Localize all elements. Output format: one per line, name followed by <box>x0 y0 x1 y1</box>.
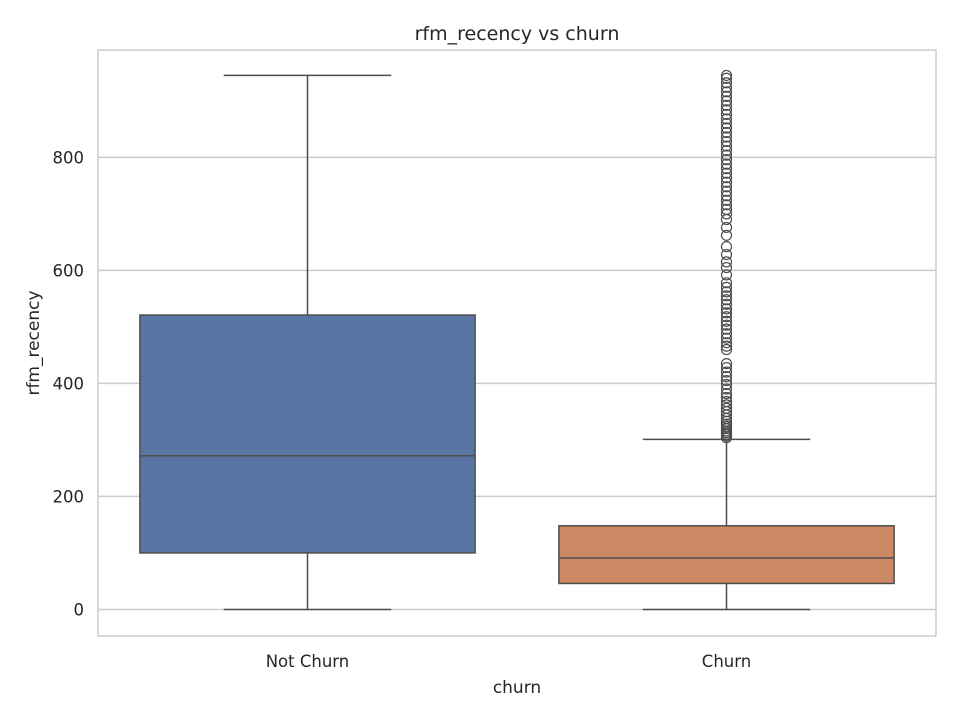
outlier-point <box>720 122 733 134</box>
outlier-point <box>720 140 733 152</box>
x-tick-label: Churn <box>702 652 751 671</box>
outlier-point <box>720 358 733 370</box>
boxes <box>139 69 895 611</box>
outlier-point <box>720 311 733 323</box>
outlier-point <box>720 154 733 166</box>
outlier-point <box>720 131 733 143</box>
outlier-point <box>720 248 733 261</box>
outlier-point <box>720 340 733 352</box>
outlier-point <box>720 395 733 408</box>
y-tick-label: 400 <box>53 374 85 393</box>
outlier-point <box>720 261 733 274</box>
outlier-point <box>720 126 733 139</box>
outlier-point <box>720 328 733 340</box>
y-axis-label: rfm_recency <box>24 290 44 395</box>
outlier-point <box>720 337 733 349</box>
outlier-point <box>720 229 733 241</box>
outlier-point <box>720 181 733 193</box>
outlier-point <box>720 307 733 319</box>
outlier-point <box>720 185 733 197</box>
outlier-point <box>720 361 733 374</box>
outlier-point <box>720 203 733 215</box>
outlier-point <box>720 391 733 404</box>
outlier-point <box>720 269 733 281</box>
outlier-point <box>720 286 733 298</box>
outlier-point <box>720 199 733 211</box>
outlier-point <box>720 371 733 383</box>
outlier-point <box>720 135 733 148</box>
outlier-point <box>720 383 733 395</box>
tick-labels: 0 200 400 600 800 Not Churn Churn <box>53 148 752 671</box>
outlier-point <box>720 378 733 391</box>
box-group <box>558 69 895 611</box>
outlier-point <box>720 298 733 310</box>
outlier-point <box>720 99 733 111</box>
outlier-point <box>720 208 733 220</box>
outlier-point <box>720 117 733 130</box>
outlier-point <box>720 319 733 331</box>
outlier-point <box>720 256 733 268</box>
y-tick-label: 800 <box>53 148 85 167</box>
outlier-point <box>720 402 733 414</box>
outlier-point <box>720 221 733 234</box>
outlier-point <box>720 69 733 82</box>
outlier-point <box>720 315 733 327</box>
outlier-point <box>720 167 733 179</box>
outlier-point <box>720 241 733 253</box>
outlier-point <box>720 90 733 102</box>
box-group <box>139 74 476 611</box>
plot-frame <box>97 49 937 637</box>
y-tick-label: 0 <box>74 600 85 619</box>
outlier-point <box>720 72 733 84</box>
outlier-point <box>720 366 733 378</box>
x-tick-label: Not Churn <box>266 652 350 671</box>
outlier-point <box>720 104 733 116</box>
outlier-point <box>720 176 733 188</box>
iqr-box <box>558 525 895 585</box>
outlier-point <box>720 190 733 202</box>
outlier-point <box>720 158 733 170</box>
outlier-point <box>720 113 733 125</box>
iqr-box <box>139 314 476 554</box>
outlier-point <box>720 277 733 289</box>
outlier-point <box>720 323 733 335</box>
outlier-point <box>720 294 733 306</box>
outlier-point <box>720 387 733 400</box>
outlier-point <box>720 144 733 157</box>
outlier-point <box>720 108 733 121</box>
outlier-point <box>720 303 733 315</box>
outlier-point <box>720 86 733 98</box>
outlier-point <box>720 77 733 89</box>
outlier-point <box>720 332 733 344</box>
x-axis-label: churn <box>493 678 541 698</box>
outlier-point <box>720 172 733 184</box>
outlier-point <box>720 149 733 161</box>
y-tick-label: 200 <box>53 487 85 506</box>
outlier-point <box>720 81 733 93</box>
outlier-point <box>720 290 733 302</box>
outlier-point <box>720 194 733 206</box>
outlier-point <box>720 281 733 293</box>
outlier-point <box>720 399 733 411</box>
outlier-point <box>720 418 733 430</box>
outlier-point <box>720 163 733 175</box>
y-tick-label: 600 <box>53 261 85 280</box>
outlier-point <box>720 374 733 387</box>
outlier-point <box>720 95 733 107</box>
chart-title: rfm_recency vs churn <box>415 23 620 45</box>
outlier-point <box>720 343 733 356</box>
